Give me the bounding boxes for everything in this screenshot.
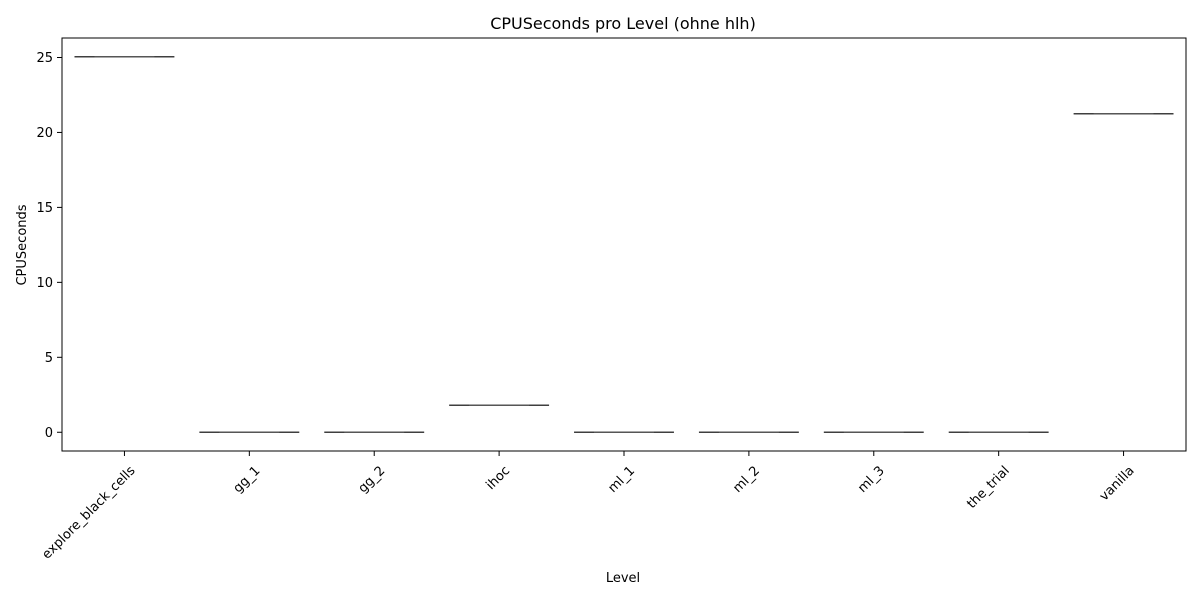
y-axis: 0 5 10 15 20 25 (36, 51, 62, 441)
y-tick-label: 20 (36, 126, 53, 141)
x-tick-label: the_trial (964, 463, 1012, 511)
x-tick-label: gg_1 (231, 463, 264, 496)
y-tick-label: 15 (36, 201, 53, 216)
x-tick-label: ihoc (483, 463, 513, 493)
chart-title: CPUSeconds pro Level (ohne hlh) (490, 14, 756, 33)
x-tick-label: gg_2 (356, 463, 389, 496)
y-tick-label: 5 (45, 351, 53, 366)
plot-area (61, 37, 1187, 452)
y-tick-label: 25 (36, 51, 53, 66)
boxes (74, 55, 1174, 434)
x-tick-label: ml_1 (605, 463, 638, 496)
y-tick-label: 0 (45, 426, 53, 441)
x-axis-label: Level (606, 571, 640, 586)
y-axis-label: CPUSeconds (15, 204, 30, 285)
x-tick-label: vanilla (1097, 463, 1138, 504)
x-axis: explore_black_cells gg_1 gg_2 ihoc ml_1 ml_2 m… (39, 451, 1138, 562)
x-tick-label: ml_3 (855, 463, 888, 496)
x-tick-label: ml_2 (730, 463, 763, 496)
x-tick-label: explore_black_cells (39, 463, 138, 562)
y-tick-label: 10 (36, 276, 53, 291)
